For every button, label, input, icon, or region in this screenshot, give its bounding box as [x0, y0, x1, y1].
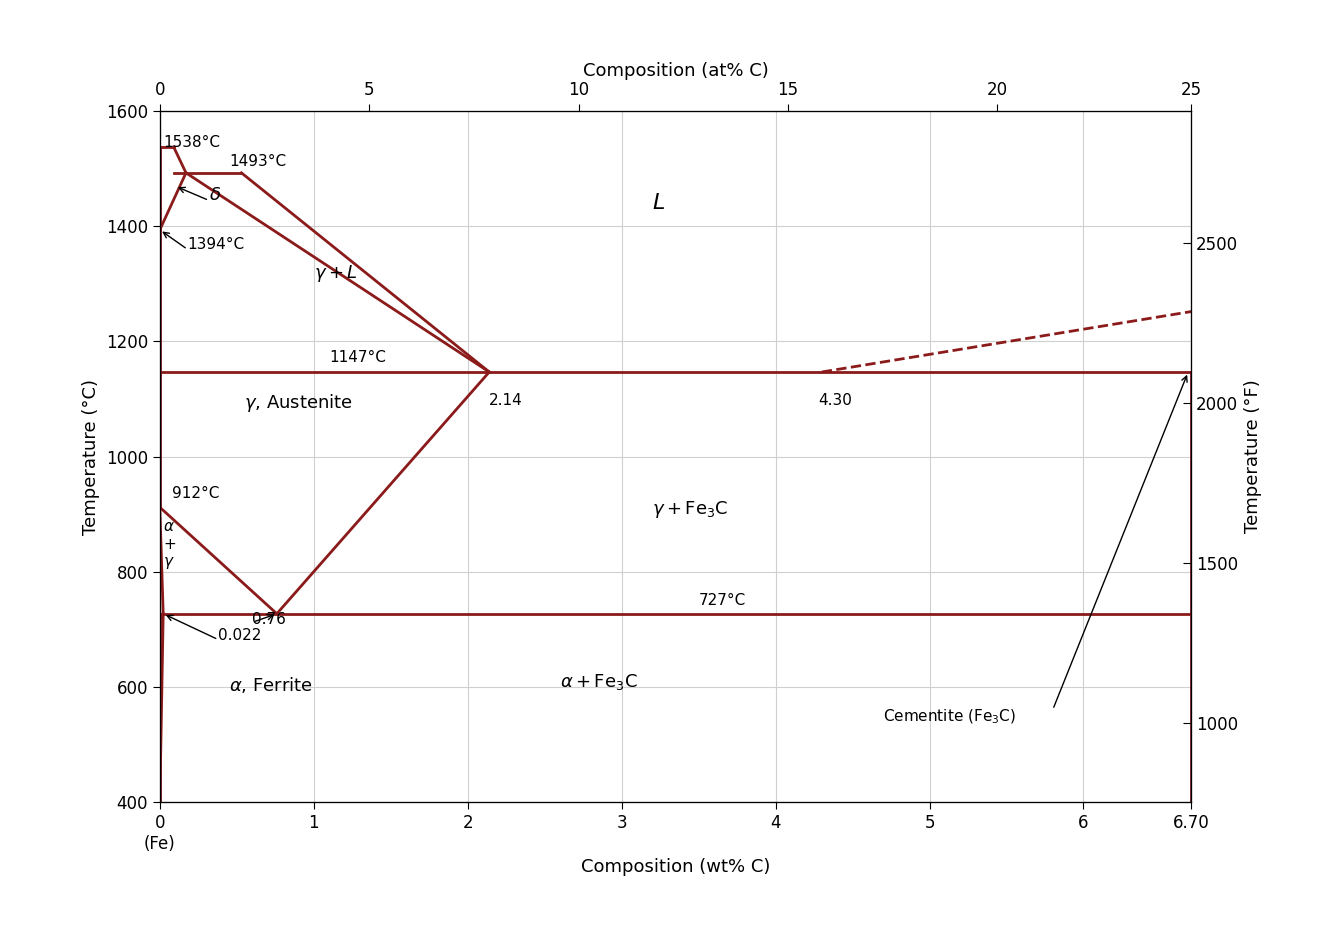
Text: 1538°C: 1538°C: [163, 135, 220, 150]
Text: $\gamma + L$: $\gamma + L$: [313, 264, 358, 284]
Y-axis label: Temperature (°C): Temperature (°C): [82, 379, 101, 535]
Text: $L$: $L$: [652, 193, 665, 213]
Text: 1147°C: 1147°C: [329, 350, 386, 365]
Text: $\alpha$, Ferrite: $\alpha$, Ferrite: [228, 675, 313, 695]
Text: $\alpha + \mathrm{Fe_3C}$: $\alpha + \mathrm{Fe_3C}$: [560, 672, 637, 692]
Text: 4.30: 4.30: [818, 393, 852, 408]
Text: 1394°C: 1394°C: [188, 237, 245, 252]
Text: $\gamma + \mathrm{Fe_3C}$: $\gamma + \mathrm{Fe_3C}$: [652, 499, 728, 521]
Text: 0.022: 0.022: [218, 628, 262, 643]
X-axis label: Composition (wt% C): Composition (wt% C): [581, 858, 770, 876]
Text: 1493°C: 1493°C: [228, 154, 286, 169]
Text: Cementite (Fe$_3$C): Cementite (Fe$_3$C): [883, 707, 1016, 726]
X-axis label: Composition (at% C): Composition (at% C): [583, 62, 769, 80]
Text: $\delta$: $\delta$: [210, 187, 222, 204]
Text: 2.14: 2.14: [489, 393, 523, 408]
Text: 912°C: 912°C: [172, 486, 219, 501]
Text: 727°C: 727°C: [699, 593, 746, 608]
Y-axis label: Temperature (°F): Temperature (°F): [1243, 380, 1262, 534]
Text: $\gamma$, Austenite: $\gamma$, Austenite: [245, 392, 353, 414]
Text: $\alpha$
$+$
$\gamma$: $\alpha$ $+$ $\gamma$: [163, 519, 176, 571]
Text: 0.76: 0.76: [253, 612, 286, 627]
